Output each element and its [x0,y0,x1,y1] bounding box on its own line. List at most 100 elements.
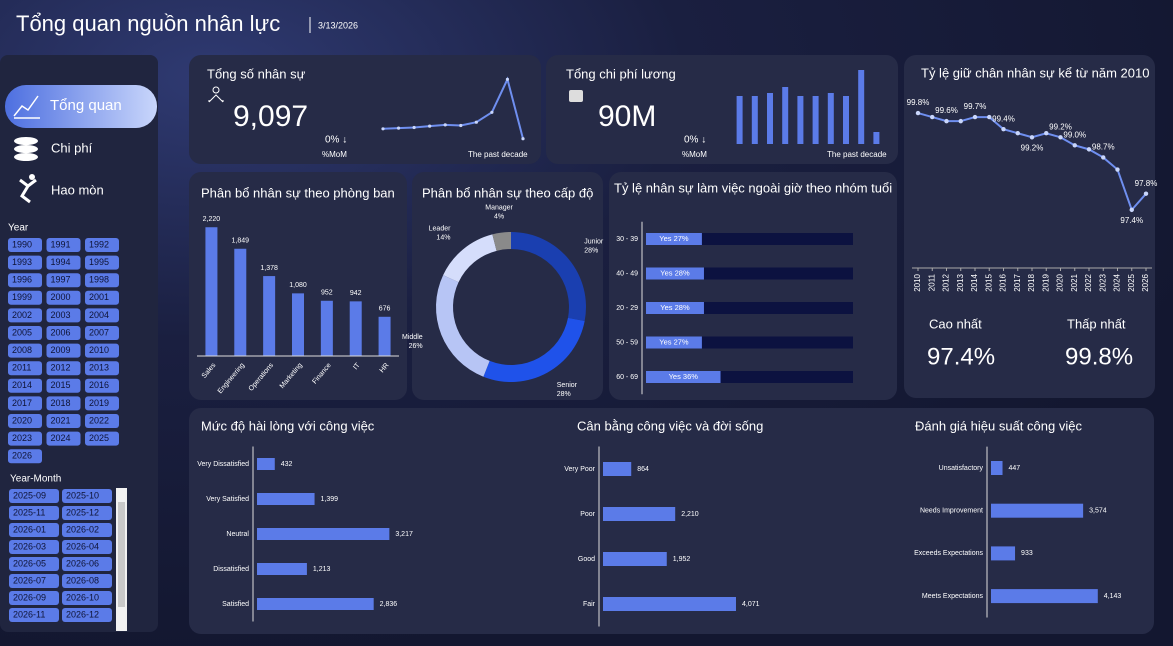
slicer-item[interactable]: 2021 [51,415,71,425]
slicer-item[interactable]: 2025-11 [13,507,45,517]
slicer-button[interactable] [46,290,81,305]
slicer-button[interactable] [62,591,112,605]
slicer-item[interactable]: 2026-03 [13,541,46,551]
slicer-button[interactable] [85,326,119,340]
slicer-button[interactable] [62,557,112,571]
slicer-item[interactable]: 1996 [12,275,32,285]
slicer-button[interactable] [9,557,59,571]
scrollbar-thumb[interactable] [118,502,125,607]
slicer-button[interactable] [46,238,81,252]
slicer-item[interactable]: 2005 [12,327,32,337]
slicer-item[interactable]: 2016 [89,380,109,390]
slicer-item[interactable]: 2015 [51,380,71,390]
slicer-item[interactable]: 2014 [12,380,32,390]
slicer-item[interactable]: 1998 [89,275,109,285]
slicer-item[interactable]: 1991 [51,239,71,249]
slicer-button[interactable] [46,378,81,393]
slicer-item[interactable]: 2026-09 [13,592,46,602]
slicer-item[interactable]: 2025-12 [66,507,99,517]
slicer-button[interactable] [8,255,42,270]
slicer-item[interactable]: 2026-06 [66,558,99,568]
slicer-item[interactable]: 2008 [12,345,32,355]
slicer-item[interactable]: 2026-08 [66,575,99,585]
slicer-item[interactable]: 1992 [89,239,109,249]
slicer-item[interactable]: 2007 [89,327,109,337]
slicer-item[interactable]: 2009 [51,345,71,355]
slicer-button[interactable] [46,431,81,446]
slicer-item[interactable]: 2023 [12,433,32,443]
slicer-item[interactable]: 2026-11 [13,609,45,619]
slicer-button[interactable] [46,414,81,428]
slicer-button[interactable] [8,326,42,340]
slicer-item[interactable]: 1999 [12,292,32,302]
slicer-button[interactable] [9,574,59,588]
slicer-item[interactable]: 2026-02 [66,524,99,534]
slicer-item[interactable]: 2026 [12,451,32,461]
slicer-item[interactable]: 2004 [89,310,109,320]
slicer-button[interactable] [46,396,81,411]
slicer-button[interactable] [85,308,119,323]
slicer-button[interactable] [8,414,42,428]
slicer-item[interactable]: 2026-10 [66,592,99,602]
slicer-button[interactable] [9,523,59,537]
slicer-button[interactable] [62,540,112,554]
slicer-button[interactable] [8,378,42,393]
slicer-button[interactable] [8,431,42,446]
slicer-item[interactable]: 2018 [51,398,71,408]
slicer-item[interactable]: 2001 [89,292,109,302]
slicer-button[interactable] [8,238,42,252]
nav-item[interactable]: Hao mòn [51,182,104,197]
slicer-item[interactable]: 2000 [51,292,71,302]
slicer-item[interactable]: 2026-04 [66,541,99,551]
slicer-item[interactable]: 2013 [89,363,109,373]
slicer-item[interactable]: 2010 [89,345,109,355]
slicer-item[interactable]: 2026-05 [13,558,46,568]
slicer-button[interactable] [85,361,119,376]
slicer-button[interactable] [8,343,42,358]
slicer-button[interactable] [85,273,119,288]
nav-item[interactable]: Chi phí [51,140,93,155]
slicer-button[interactable] [46,308,81,323]
slicer-button[interactable] [9,540,59,554]
slicer-button[interactable] [46,273,81,288]
slicer-button[interactable] [85,414,119,428]
slicer-button[interactable] [8,273,42,288]
slicer-button[interactable] [62,574,112,588]
slicer-item[interactable]: 1990 [12,239,32,249]
slicer-item[interactable]: 2002 [12,310,32,320]
slicer-item[interactable]: 2011 [12,363,31,373]
slicer-item[interactable]: 1994 [51,257,71,267]
slicer-item[interactable]: 2012 [51,363,71,373]
slicer-item[interactable]: 2026-01 [13,524,46,534]
slicer-button[interactable] [62,608,112,622]
slicer-button[interactable] [8,290,42,305]
slicer-button[interactable] [85,290,119,305]
slicer-item[interactable]: 2026-12 [66,609,99,619]
slicer-button[interactable] [9,489,59,503]
slicer-button[interactable] [8,308,42,323]
slicer-button[interactable] [46,343,81,358]
slicer-item[interactable]: 2006 [51,327,71,337]
slicer-button[interactable] [85,255,119,270]
slicer-button[interactable] [8,361,42,376]
slicer-button[interactable] [8,396,42,411]
slicer-item[interactable]: 2003 [51,310,71,320]
slicer-button[interactable] [62,523,112,537]
slicer-button[interactable] [9,591,59,605]
slicer-button[interactable] [9,506,59,520]
slicer-item[interactable]: 2026-07 [13,575,46,585]
slicer-item[interactable]: 1995 [89,257,109,267]
slicer-button[interactable] [46,361,81,376]
slicer-item[interactable]: 2020 [12,415,32,425]
slicer-item[interactable]: 2022 [89,415,109,425]
slicer-button[interactable] [8,449,42,464]
slicer-button[interactable] [62,506,112,520]
slicer-item[interactable]: 2024 [51,433,71,443]
slicer-button[interactable] [85,431,119,446]
slicer-item[interactable]: 1993 [12,257,32,267]
slicer-button[interactable] [46,326,81,340]
slicer-item[interactable]: 2025-10 [66,490,99,500]
slicer-button[interactable] [85,343,119,358]
slicer-button[interactable] [62,489,112,503]
slicer-item[interactable]: 2017 [12,398,32,408]
